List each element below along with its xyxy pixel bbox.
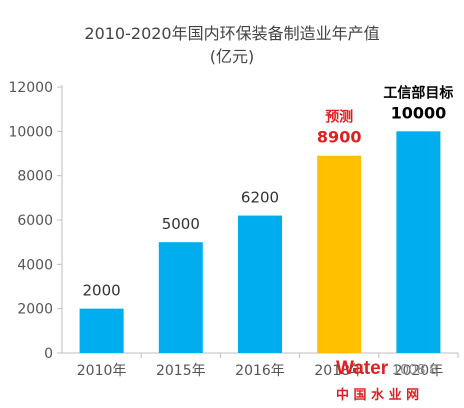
y-tick-label: 10000 [8,124,53,140]
data-label: 2000 [83,282,121,300]
y-tick-label: 6000 [17,213,53,229]
x-tick-label: 2018年 [314,363,364,379]
chart-subtitle: (亿元) [209,47,255,66]
watermark-code: 1008 8 [392,361,438,378]
y-tick-label: 4000 [17,257,53,273]
bar [238,215,282,353]
annotation-label: 工信部目标 [383,84,453,101]
y-tick-label: 8000 [17,169,53,185]
x-tick-label: 2020年 [394,363,444,379]
y-tick-label: 12000 [8,80,53,96]
watermark-cn: 中 国 水 业 网 [336,388,420,403]
bar [396,131,441,353]
watermark-brand: Water [336,358,389,379]
chart-title: 2010-2020年国内环保装备制造业年产值 [84,24,380,43]
data-label: 10000 [391,103,447,122]
data-label: 6200 [241,189,279,207]
data-label: 8900 [317,128,362,147]
bar [317,155,362,353]
y-tick-label: 2000 [17,302,53,318]
x-tick-label: 2016年 [235,363,285,379]
bar [79,308,124,353]
x-tick-label: 2015年 [156,363,206,379]
data-label: 5000 [162,215,200,233]
annotation-label: 预测 [325,109,353,126]
y-tick-label: 0 [44,346,53,362]
bar [158,242,203,353]
x-tick-label: 2010年 [77,363,127,379]
